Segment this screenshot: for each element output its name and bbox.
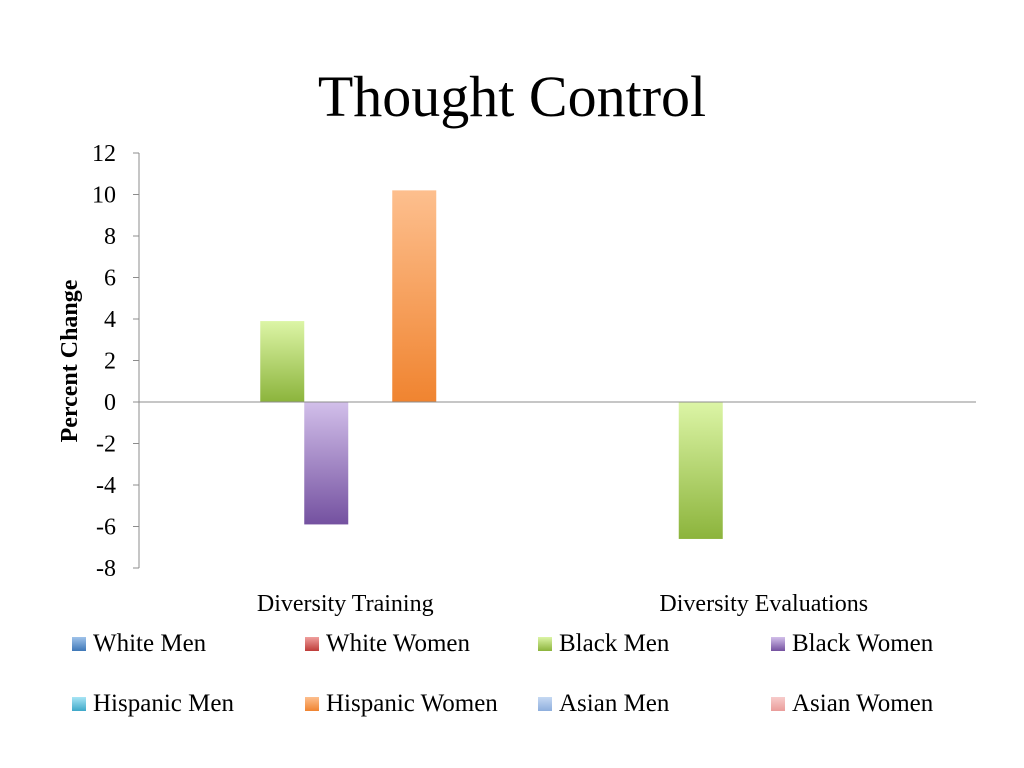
legend-label: White Women xyxy=(326,630,471,657)
y-axis: 12 10 8 6 4 2 0 -2 -4 -6 -8 xyxy=(92,141,140,582)
bar-hispanic-women-diversity-training xyxy=(392,190,437,402)
bars xyxy=(260,190,723,539)
legend-swatch xyxy=(305,637,319,651)
legend-label: Hispanic Men xyxy=(93,690,234,717)
legend-item-white-women: White Women xyxy=(305,624,538,664)
legend-label: Hispanic Women xyxy=(326,690,498,717)
legend-label: Black Men xyxy=(559,630,670,657)
legend-item-asian-men: Asian Men xyxy=(538,684,771,724)
legend-swatch xyxy=(538,697,552,711)
x-category-label: Diversity Training xyxy=(257,591,434,617)
bar-black-men-diversity-evaluations xyxy=(678,402,723,539)
legend-item-asian-women: Asian Women xyxy=(771,684,1004,724)
y-tick-label: 12 xyxy=(92,141,116,167)
y-tick-label: -2 xyxy=(96,432,116,458)
legend-swatch xyxy=(771,697,785,711)
y-tick-label: 8 xyxy=(104,224,116,250)
y-tick-label: 10 xyxy=(92,183,116,209)
chart-legend: White Men White Women Black Men Black Women… xyxy=(72,624,1012,744)
legend-label: Black Women xyxy=(792,630,934,657)
x-category-label: Diversity Evaluations xyxy=(659,591,868,617)
y-tick-label: 0 xyxy=(104,390,116,416)
legend-swatch xyxy=(538,637,552,651)
legend-item-white-men: White Men xyxy=(72,624,305,664)
y-tick-label: 6 xyxy=(104,266,116,292)
x-axis-labels: Diversity Training Diversity Evaluations xyxy=(257,591,868,617)
legend-swatch xyxy=(72,697,86,711)
legend-label: White Men xyxy=(93,630,207,657)
y-tick-label: 4 xyxy=(104,307,116,333)
legend-swatch xyxy=(771,637,785,651)
legend-label: Asian Women xyxy=(792,690,934,717)
y-tick-label: 2 xyxy=(104,349,116,375)
y-tick-label: -4 xyxy=(96,473,116,499)
y-axis-label: Percent Change xyxy=(57,279,83,442)
bar-black-men-diversity-training xyxy=(260,321,305,402)
y-tick-label: -6 xyxy=(96,515,116,541)
chart-title: Thought Control xyxy=(317,64,707,129)
bar-black-women-diversity-training xyxy=(304,402,349,525)
legend-item-black-women: Black Women xyxy=(771,624,1004,664)
legend-item-hispanic-women: Hispanic Women xyxy=(305,684,538,724)
legend-label: Asian Men xyxy=(559,690,670,717)
legend-swatch xyxy=(305,697,319,711)
legend-swatch xyxy=(72,637,86,651)
legend-item-black-men: Black Men xyxy=(538,624,771,664)
y-tick-label: -8 xyxy=(96,556,116,582)
legend-item-hispanic-men: Hispanic Men xyxy=(72,684,305,724)
